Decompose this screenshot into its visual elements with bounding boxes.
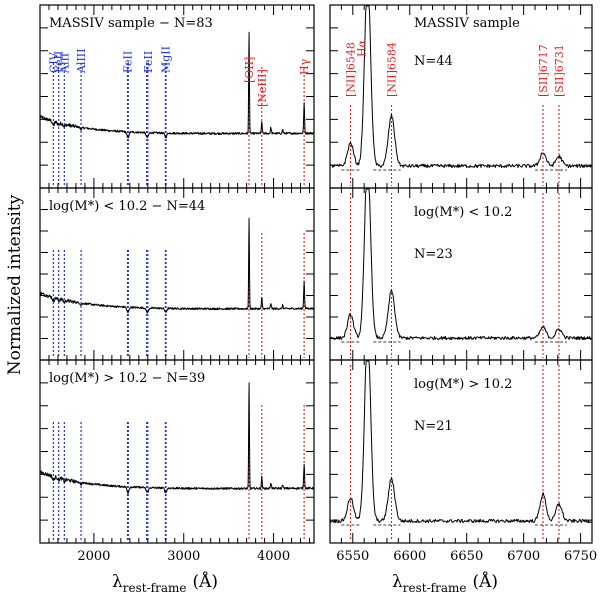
- left-row-2: log(M*) < 10.2 − N=44: [39, 187, 315, 361]
- left-xtick-label-3: 4000: [257, 549, 290, 564]
- right-row-2: log(M*) < 10.2 N=23: [329, 187, 593, 361]
- x-axis-label-left: λrest-frame (Å): [112, 571, 218, 595]
- x-axis-label-right-unit: (Å): [472, 571, 498, 592]
- right-row-3-label: log(M*) > 10.2: [414, 377, 512, 392]
- right-em-label-1: [NII]6548: [345, 42, 358, 97]
- x-axis-label-right-lambda: λ: [392, 572, 403, 592]
- right-xtick-label-2: 6600: [393, 549, 426, 564]
- uv-label-2: FeII: [53, 51, 66, 73]
- em-label-1: [OII]: [243, 57, 256, 83]
- uv-label-7: MgII: [159, 46, 172, 73]
- right-xtick-label-1: 6550: [336, 549, 369, 564]
- right-row-3: log(M*) > 10.2 N=21: [329, 359, 593, 544]
- right-em-label-2: Hα: [356, 39, 369, 57]
- right-em-label-5: [SII]6731: [553, 44, 566, 97]
- left-row-1: MASSIV sample − N=83: [39, 4, 315, 189]
- left-row-3-spectrum: [39, 382, 315, 494]
- right-row-3-count: N=21: [414, 419, 453, 434]
- right-row-2-count: N=23: [414, 247, 453, 262]
- x-axis-label-left-lambda: λ: [112, 572, 123, 592]
- left-row-3-label: log(M*) > 10.2 − N=39: [49, 371, 205, 386]
- left-row-2-label: log(M*) < 10.2 − N=44: [49, 199, 205, 214]
- uv-label-6: FeII: [142, 51, 155, 73]
- right-row-2-spectrum: [329, 188, 592, 341]
- x-axis-label-right: λrest-frame (Å): [392, 571, 498, 595]
- left-row-2-spectrum: [39, 217, 315, 314]
- em-label-3: Hγ: [298, 58, 311, 75]
- right-row-2-label: log(M*) < 10.2: [414, 205, 512, 220]
- left-panel: MASSIV sample − N=83 log(M*) < 10.2 − N=4…: [39, 4, 315, 564]
- uv-label-4: AlIII: [75, 49, 88, 75]
- right-row-1-spectrum: [329, 5, 593, 169]
- right-xtick-label-4: 6700: [507, 549, 540, 564]
- left-xtick-label-2: 3000: [167, 549, 200, 564]
- left-row-1-spectrum: [39, 31, 315, 139]
- right-row-3-spectrum: [329, 360, 592, 524]
- uv-label-1: CIV: [47, 51, 60, 73]
- right-row-1-count: N=44: [414, 54, 453, 69]
- x-axis-label-right-sub: rest-frame: [403, 581, 467, 595]
- left-xtick-label-1: 2000: [77, 549, 110, 564]
- right-em-label-4: [SII]6717: [537, 44, 550, 97]
- uv-label-3: AlII: [58, 53, 71, 74]
- uv-label-5: FeII: [122, 51, 135, 73]
- right-xtick-label-5: 6750: [564, 549, 597, 564]
- right-em-label-3: [NII]6584: [386, 42, 399, 97]
- y-axis-label: Normalized intensity: [5, 194, 25, 375]
- right-xtick-label-3: 6650: [450, 549, 483, 564]
- x-axis-label-left-sub: rest-frame: [123, 581, 187, 595]
- x-axis-label-left-unit: (Å): [192, 571, 218, 592]
- right-row-1-label: MASSIV sample: [414, 16, 520, 31]
- em-label-2: [NeIII]: [256, 69, 269, 107]
- left-row-3: log(M*) > 10.2 − N=39: [39, 359, 315, 544]
- left-row-1-label: MASSIV sample − N=83: [49, 16, 213, 31]
